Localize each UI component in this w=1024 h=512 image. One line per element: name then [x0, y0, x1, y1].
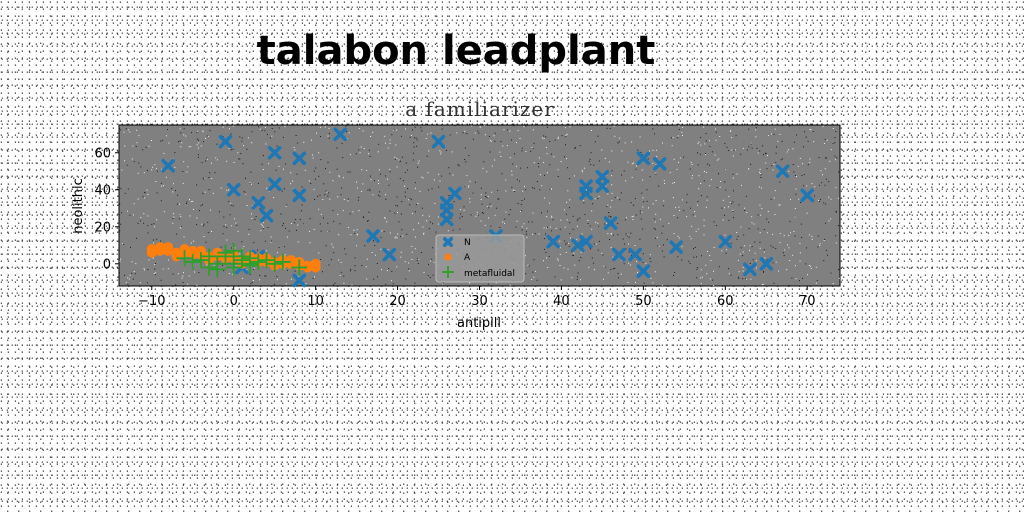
x-tick-label: 50 — [635, 294, 652, 309]
point-N — [571, 238, 585, 253]
legend-label-N: N — [464, 238, 471, 248]
point-N — [775, 164, 790, 179]
point-metafluidal — [274, 253, 291, 270]
point-N — [611, 247, 626, 262]
point-A — [187, 245, 198, 256]
point-N — [439, 212, 454, 227]
point-N — [431, 134, 446, 149]
series-metafluidal — [176, 242, 308, 278]
x-tick-label: 20 — [389, 294, 406, 309]
y-axis-label: neolithic — [71, 178, 86, 234]
point-A — [146, 247, 157, 258]
point-N — [603, 216, 618, 230]
point-A — [154, 242, 165, 253]
point-A — [286, 255, 297, 266]
point-N — [333, 127, 348, 142]
point-N — [636, 151, 651, 166]
x-tick-label: 70 — [799, 294, 816, 309]
point-N — [800, 188, 815, 203]
point-metafluidal — [242, 250, 259, 267]
point-N — [743, 262, 757, 277]
point-N — [579, 234, 593, 249]
x-tick-label: 0 — [230, 294, 238, 309]
point-N — [439, 203, 454, 217]
point-metafluidal — [201, 248, 218, 265]
legend-markers — [442, 237, 454, 278]
point-N — [759, 256, 774, 271]
point-N — [292, 151, 307, 166]
point-A — [310, 258, 321, 269]
point-N — [718, 234, 733, 249]
point-metafluidal — [258, 252, 275, 269]
point-A — [179, 243, 190, 254]
point-metafluidal — [266, 255, 283, 272]
point-N — [669, 240, 683, 254]
y-tick-label: 40 — [94, 183, 111, 198]
y-tick-label: 60 — [94, 146, 111, 161]
y-tick-label: 0 — [103, 257, 111, 272]
point-metafluidal — [209, 261, 226, 278]
point-A — [302, 262, 313, 273]
y-tick-label: 20 — [94, 220, 111, 235]
x-tick-label: 10 — [307, 294, 324, 309]
point-metafluidal — [176, 250, 193, 267]
point-N — [259, 208, 274, 223]
legend-label-metafluidal: metafluidal — [464, 269, 515, 279]
y-axis: 0 20 40 60 — [94, 146, 119, 272]
x-tick-label: −10 — [138, 294, 165, 309]
point-A — [163, 242, 174, 253]
point-N — [251, 195, 266, 210]
x-tick-label: 40 — [553, 294, 570, 309]
x-tick-label: 30 — [471, 294, 488, 309]
legend-marker-A — [444, 253, 452, 261]
point-N — [218, 134, 233, 149]
point-N — [579, 186, 593, 201]
point-N — [382, 247, 397, 262]
legend-marker-N — [442, 237, 454, 247]
point-metafluidal — [225, 259, 242, 276]
point-metafluidal — [250, 253, 267, 270]
point-metafluidal — [184, 253, 201, 270]
legend-marker-metafluidal — [442, 266, 454, 278]
point-N — [448, 186, 462, 201]
legend-label-A: A — [464, 253, 471, 263]
x-axis-label: antipill — [457, 316, 501, 331]
legend-box — [435, 234, 525, 283]
legend: N A metafluidal — [435, 234, 525, 283]
chart-subtitle: a familiarizer — [405, 97, 555, 121]
point-N — [226, 182, 241, 197]
point-metafluidal — [192, 252, 209, 269]
point-N — [636, 264, 651, 278]
chart-title: talabon leadplant — [257, 28, 656, 74]
x-axis: −10 0 10 20 30 40 50 60 70 — [138, 286, 816, 309]
point-A — [171, 251, 182, 262]
point-metafluidal — [291, 259, 308, 276]
point-metafluidal — [225, 242, 242, 259]
point-N — [161, 158, 175, 173]
point-N — [628, 247, 642, 262]
point-N — [595, 170, 610, 184]
point-N — [267, 177, 282, 192]
x-tick-label: 60 — [717, 294, 734, 309]
point-A — [195, 245, 206, 256]
point-N — [366, 229, 380, 243]
point-N — [292, 188, 307, 203]
point-N — [292, 273, 307, 288]
point-N — [652, 157, 667, 171]
point-N — [595, 179, 610, 193]
point-N — [546, 234, 561, 249]
point-N — [267, 145, 282, 160]
point-metafluidal — [233, 248, 250, 265]
point-A — [212, 247, 223, 258]
point-metafluidal — [217, 244, 234, 261]
